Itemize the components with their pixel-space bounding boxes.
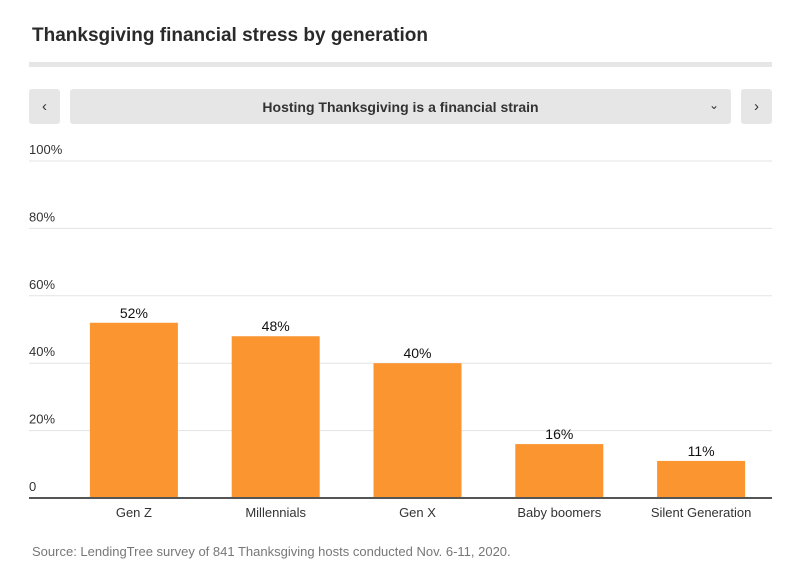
next-button[interactable]: › [741,89,772,124]
y-tick-label: 100% [29,142,63,157]
source-note: Source: LendingTree survey of 841 Thanks… [32,544,511,559]
question-dropdown[interactable]: Hosting Thanksgiving is a financial stra… [70,89,731,124]
y-tick-label: 80% [29,209,55,224]
x-tick-label: Gen X [399,505,436,520]
chevron-down-icon: ⌄ [708,98,719,112]
data-label: 11% [688,443,715,459]
x-tick-label: Gen Z [116,505,152,520]
y-tick-label: 0 [29,479,36,494]
x-tick-label: Silent Generation [651,505,751,520]
data-label: 40% [403,345,431,361]
title-divider [29,62,772,67]
y-tick-label: 60% [29,277,55,292]
chart-title: Thanksgiving financial stress by generat… [32,25,428,46]
y-tick-label: 20% [29,412,55,427]
bar [373,363,462,498]
dropdown-selected-label: Hosting Thanksgiving is a financial stra… [262,98,539,115]
data-label: 16% [545,426,573,442]
bar [231,336,320,498]
chevron-left-icon: ‹ [42,98,47,115]
x-tick-label: Baby boomers [517,505,601,520]
data-label: 52% [120,305,148,321]
y-tick-label: 40% [29,344,55,359]
chevron-right-icon: › [754,98,759,115]
bar [657,460,746,498]
data-label: 48% [262,318,290,334]
bar [89,322,178,498]
previous-button[interactable]: ‹ [29,89,60,124]
x-tick-label: Millennials [245,505,306,520]
bar [515,444,604,498]
